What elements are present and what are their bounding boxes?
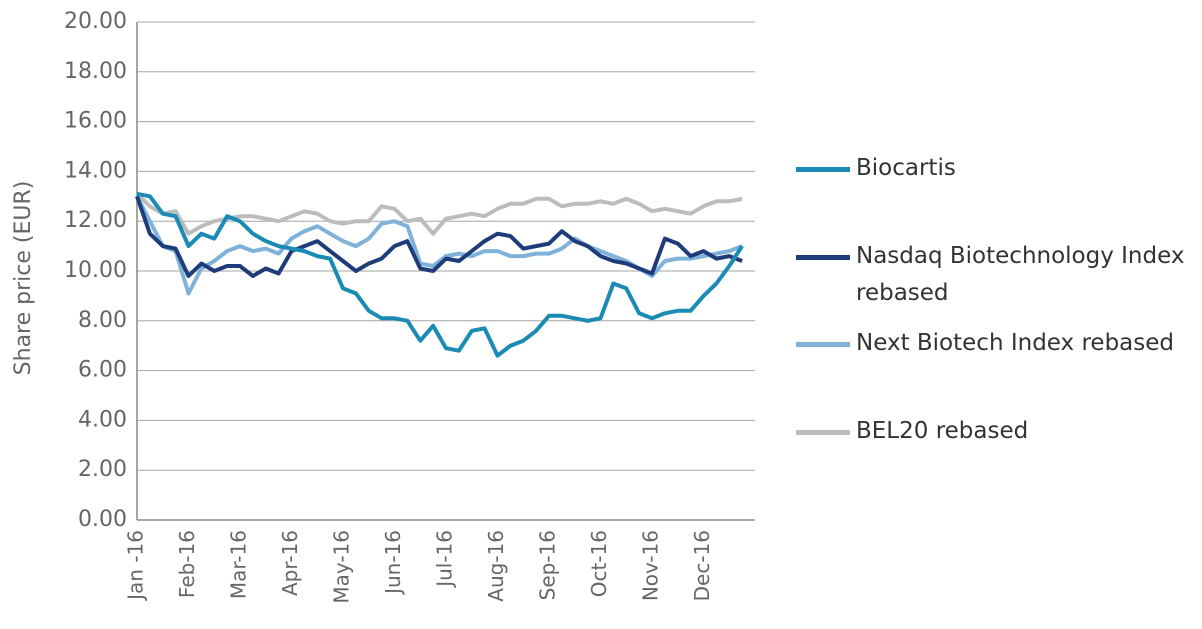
- x-tick-label: Oct-16: [587, 530, 611, 597]
- series-line: [135, 195, 743, 278]
- y-tick-label: 2.00: [78, 457, 127, 482]
- y-tick-label: 4.00: [78, 407, 127, 432]
- y-tick-label: 14.00: [64, 158, 127, 183]
- x-tick-label: Aug-16: [484, 530, 508, 602]
- x-tick-label: May-16: [330, 530, 354, 604]
- y-axis-label: Share price (EUR): [11, 181, 36, 376]
- legend-item: Nasdaq Biotechnology Index rebased: [796, 238, 1196, 312]
- legend-swatch: [796, 255, 850, 260]
- x-tick-label: Jan -16: [124, 530, 148, 602]
- series-line: [136, 191, 744, 358]
- y-tick-label: 0.00: [78, 507, 127, 532]
- legend-label: Nasdaq Biotechnology Index rebased: [856, 243, 1185, 306]
- x-tick-label: Jul-16: [433, 530, 457, 589]
- y-tick-label: 8.00: [78, 308, 127, 333]
- legend-item: Biocartis: [796, 150, 1196, 187]
- x-tick-label: Sep-16: [536, 530, 560, 600]
- x-tick-label: Feb-16: [175, 530, 199, 598]
- x-tick-label: Nov-16: [639, 530, 663, 601]
- x-tick-label: Apr-16: [278, 530, 302, 596]
- x-tick-label: Dec-16: [690, 530, 714, 601]
- x-tick-label: Mar-16: [227, 530, 251, 599]
- legend-item: BEL20 rebased: [796, 413, 1196, 450]
- legend-label: BEL20 rebased: [856, 418, 1029, 444]
- y-tick-label: 12.00: [64, 208, 127, 233]
- y-tick-label: 18.00: [64, 59, 127, 84]
- legend-swatch: [796, 167, 850, 172]
- legend-swatch: [796, 430, 850, 435]
- legend-swatch: [796, 342, 850, 347]
- y-tick-label: 20.00: [64, 9, 127, 34]
- legend-label: Next Biotech Index rebased: [856, 330, 1174, 356]
- y-tick-label: 16.00: [64, 109, 127, 134]
- y-tick-label: 10.00: [64, 258, 127, 283]
- legend-item: Next Biotech Index rebased: [796, 325, 1196, 362]
- y-tick-label: 6.00: [78, 358, 127, 383]
- x-tick-label: Jun-16: [381, 530, 405, 596]
- legend-label: Biocartis: [856, 155, 956, 181]
- series-line: [135, 192, 743, 236]
